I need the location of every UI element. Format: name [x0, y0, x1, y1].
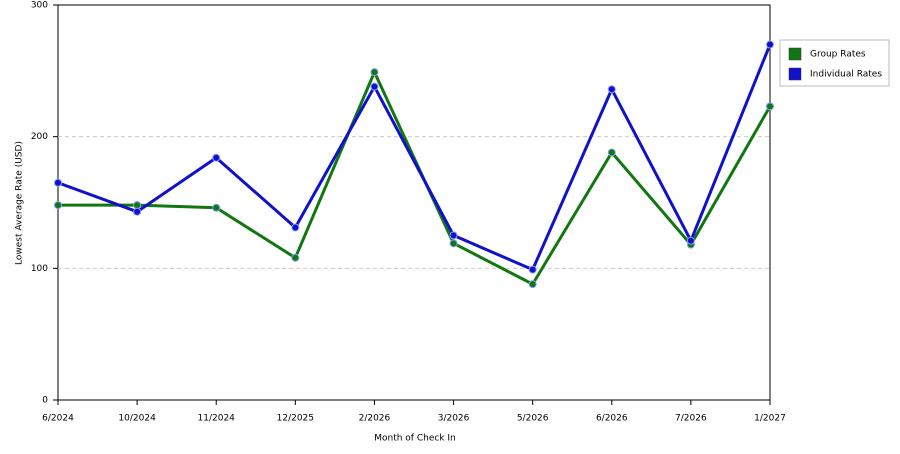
x-axis-label: Month of Check In — [374, 434, 456, 444]
x-tick-label: 2/2026 — [359, 414, 391, 424]
x-tick-label: 12/2025 — [277, 414, 314, 424]
data-point — [607, 85, 616, 94]
y-tick-label: 300 — [31, 1, 48, 11]
data-point — [291, 253, 300, 262]
legend-swatch — [788, 47, 802, 61]
data-point — [528, 265, 537, 274]
data-point — [686, 236, 695, 245]
x-tick-label: 1/2027 — [754, 414, 786, 424]
x-tick-label: 7/2026 — [675, 414, 707, 424]
data-point — [133, 207, 142, 216]
data-point — [370, 68, 379, 77]
data-point — [212, 203, 221, 212]
data-point — [766, 102, 774, 111]
x-tick-label: 10/2024 — [118, 414, 156, 424]
data-point — [607, 148, 616, 157]
legend-label: Individual Rates — [810, 70, 882, 80]
data-point — [766, 40, 774, 49]
data-point — [212, 153, 221, 162]
data-point — [449, 239, 458, 248]
x-tick-label: 6/2026 — [596, 414, 628, 424]
x-tick-label: 3/2026 — [438, 414, 470, 424]
data-point — [370, 82, 379, 91]
data-point — [449, 231, 458, 240]
data-point — [291, 223, 300, 232]
x-tick-label: 6/2024 — [42, 414, 74, 424]
y-tick-label: 0 — [42, 396, 48, 406]
y-axis-label: Lowest Average Rate (USD) — [15, 141, 25, 265]
data-point — [133, 201, 142, 210]
series-line — [57, 43, 772, 272]
data-point — [528, 280, 537, 289]
x-tick-label: 5/2026 — [517, 414, 549, 424]
plot-frame — [57, 4, 771, 401]
legend-label: Group Rates — [810, 50, 866, 60]
legend-swatch — [788, 67, 802, 81]
data-point — [54, 201, 62, 210]
y-tick-label: 200 — [31, 132, 48, 142]
y-tick-label: 100 — [31, 264, 48, 274]
x-tick-label: 11/2024 — [198, 414, 236, 424]
series-line — [58, 70, 772, 286]
data-point — [54, 178, 62, 187]
